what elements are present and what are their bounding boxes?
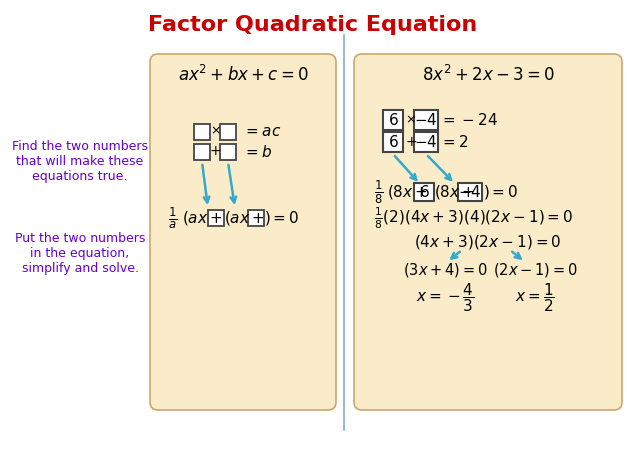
Text: $)=0$: $)=0$	[483, 183, 519, 201]
Text: $(3x+4)=0$: $(3x+4)=0$	[403, 261, 487, 279]
FancyBboxPatch shape	[150, 54, 336, 410]
Text: $= -24$: $= -24$	[440, 112, 498, 128]
FancyBboxPatch shape	[354, 54, 622, 410]
Text: $-4$: $-4$	[414, 134, 438, 150]
Text: $(8x+$: $(8x+$	[387, 183, 428, 201]
FancyBboxPatch shape	[194, 124, 210, 140]
Text: $6$: $6$	[387, 112, 398, 128]
Text: $(4x+3)(2x-1)=0$: $(4x+3)(2x-1)=0$	[414, 233, 562, 251]
Text: $\times$: $\times$	[209, 125, 220, 138]
Text: $(8x+$: $(8x+$	[434, 183, 475, 201]
Text: $(2x-1)=0$: $(2x-1)=0$	[493, 261, 577, 279]
FancyBboxPatch shape	[414, 132, 438, 152]
FancyBboxPatch shape	[414, 110, 438, 130]
Text: Factor Quadratic Equation: Factor Quadratic Equation	[149, 15, 478, 35]
Text: $ax^2+bx+c=0$: $ax^2+bx+c=0$	[177, 65, 308, 85]
Text: $\frac{1}{a}$: $\frac{1}{a}$	[168, 205, 177, 231]
FancyBboxPatch shape	[248, 210, 264, 226]
Text: $= ac$: $= ac$	[243, 125, 282, 140]
Text: $\frac{1}{8}(2)(4x+3)(4)(2x-1)=0$: $\frac{1}{8}(2)(4x+3)(4)(2x-1)=0$	[374, 205, 573, 231]
FancyBboxPatch shape	[383, 110, 403, 130]
Text: $)=0$: $)=0$	[264, 209, 299, 227]
Text: $+$: $+$	[209, 144, 221, 158]
Text: $\times$: $\times$	[405, 113, 416, 126]
Text: Find the two numbers
that will make these
equations true.: Find the two numbers that will make thes…	[12, 140, 148, 183]
Text: $6$: $6$	[387, 134, 398, 150]
Text: $8x^2+2x-3=0$: $8x^2+2x-3=0$	[421, 65, 554, 85]
FancyBboxPatch shape	[194, 144, 210, 160]
Text: $(ax+$: $(ax+$	[182, 209, 223, 227]
FancyBboxPatch shape	[414, 183, 434, 201]
Text: $x=\dfrac{1}{2}$: $x=\dfrac{1}{2}$	[515, 282, 555, 315]
Text: $\frac{1}{8}$: $\frac{1}{8}$	[374, 178, 383, 206]
Text: $-4$: $-4$	[414, 112, 438, 128]
FancyBboxPatch shape	[220, 144, 236, 160]
Text: $(ax+$: $(ax+$	[224, 209, 265, 227]
Text: $6$: $6$	[419, 184, 429, 200]
FancyBboxPatch shape	[208, 210, 224, 226]
FancyBboxPatch shape	[383, 132, 403, 152]
Text: $x=-\dfrac{4}{3}$: $x=-\dfrac{4}{3}$	[416, 282, 474, 315]
FancyBboxPatch shape	[220, 124, 236, 140]
FancyBboxPatch shape	[458, 183, 482, 201]
Text: $+$: $+$	[405, 135, 417, 149]
Text: Put the two numbers
in the equation,
simplify and solve.: Put the two numbers in the equation, sim…	[15, 232, 145, 275]
Text: $= b$: $= b$	[243, 144, 273, 160]
Text: $= 2$: $= 2$	[440, 134, 469, 150]
Text: $-4$: $-4$	[458, 184, 482, 200]
